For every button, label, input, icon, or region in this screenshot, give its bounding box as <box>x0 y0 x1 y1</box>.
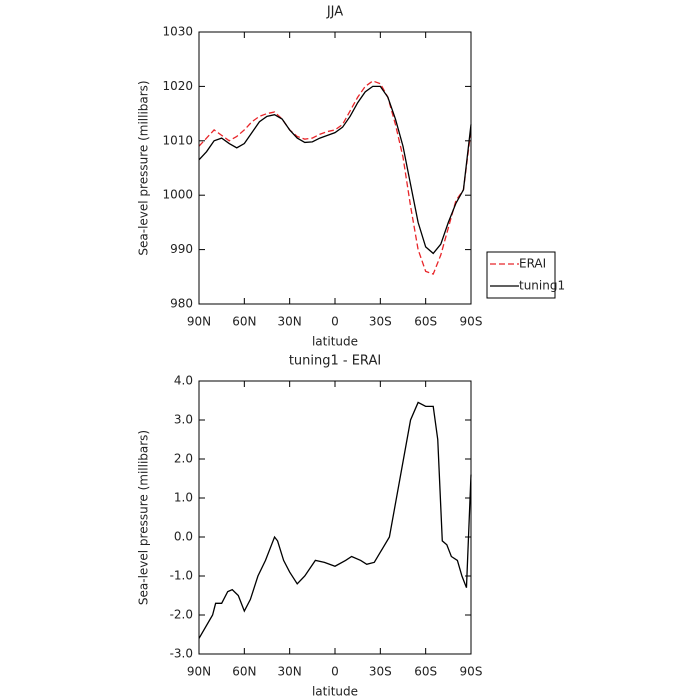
y-tick-label: 2.0 <box>174 452 193 466</box>
y-tick-label: -3.0 <box>170 647 193 661</box>
y-axis-label: Sea-level pressure (millibars) <box>137 80 151 255</box>
x-tick-label: 30S <box>369 315 392 329</box>
legend-label: tuning1 <box>519 279 565 293</box>
y-tick-label: 4.0 <box>174 374 193 388</box>
y-tick-label: 1010 <box>162 133 193 147</box>
y-tick-label: 3.0 <box>174 413 193 427</box>
x-tick-label: 30S <box>369 665 392 679</box>
x-tick-label: 60S <box>414 315 437 329</box>
data-line <box>198 85 472 255</box>
x-tick-label: 60N <box>232 665 256 679</box>
x-axis-label: latitude <box>312 335 358 349</box>
y-tick-label: 1030 <box>162 25 193 39</box>
x-tick-label: 90S <box>460 315 483 329</box>
y-tick-label: 0.0 <box>174 530 193 544</box>
data-line <box>198 80 472 275</box>
y-tick-label: 990 <box>170 242 193 256</box>
y-tick-label: -2.0 <box>170 608 193 622</box>
y-tick-label: 1020 <box>162 79 193 93</box>
plot-frame <box>198 380 472 655</box>
x-tick-label: 60S <box>414 665 437 679</box>
legend-label: ERAI <box>519 257 546 271</box>
data-line <box>198 401 472 639</box>
x-tick-label: 0 <box>331 315 339 329</box>
x-tick-label: 90S <box>460 665 483 679</box>
y-tick-label: -1.0 <box>170 569 193 583</box>
x-tick-label: 0 <box>331 665 339 679</box>
x-axis-label: latitude <box>312 685 358 699</box>
chart-title: tuning1 - ERAI <box>289 354 381 369</box>
y-axis-label: Sea-level pressure (millibars) <box>137 430 151 605</box>
y-tick-label: 1000 <box>162 188 193 202</box>
y-tick-label: 980 <box>170 297 193 311</box>
legend-box <box>486 251 556 299</box>
x-tick-label: 30N <box>278 315 302 329</box>
chart-title: JJA <box>326 5 343 20</box>
y-tick-label: 1.0 <box>174 491 193 505</box>
x-tick-label: 90N <box>187 315 211 329</box>
plot-frame <box>198 31 472 305</box>
x-tick-label: 30N <box>278 665 302 679</box>
x-tick-label: 90N <box>187 665 211 679</box>
x-tick-label: 60N <box>232 315 256 329</box>
